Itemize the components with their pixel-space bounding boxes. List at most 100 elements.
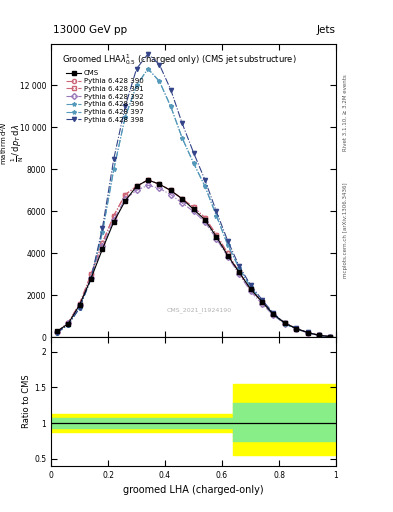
Pythia 6.428 390: [328, 333, 332, 339]
CMS: [237, 269, 241, 275]
Pythia 6.428 396: [169, 103, 173, 110]
Pythia 6.428 391: [248, 286, 253, 292]
Pythia 6.428 396: [305, 330, 310, 336]
Pythia 6.428 398: [271, 310, 276, 316]
Pythia 6.428 397: [169, 103, 173, 110]
Pythia 6.428 390: [145, 177, 150, 183]
Pythia 6.428 397: [145, 66, 150, 72]
Text: CMS_2021_I1924190: CMS_2021_I1924190: [167, 307, 232, 313]
Pythia 6.428 397: [248, 284, 253, 290]
Pythia 6.428 396: [259, 298, 264, 305]
Pythia 6.428 391: [145, 177, 150, 183]
Pythia 6.428 392: [214, 236, 219, 242]
Pythia 6.428 397: [77, 305, 82, 311]
Pythia 6.428 392: [180, 200, 184, 206]
Pythia 6.428 396: [317, 332, 321, 338]
Pythia 6.428 398: [248, 282, 253, 288]
Text: Rivet 3.1.10, ≥ 3.2M events: Rivet 3.1.10, ≥ 3.2M events: [343, 74, 347, 151]
Line: Pythia 6.428 396: Pythia 6.428 396: [55, 67, 332, 339]
Pythia 6.428 397: [191, 160, 196, 166]
Pythia 6.428 390: [112, 212, 116, 219]
Pythia 6.428 396: [226, 242, 230, 248]
Pythia 6.428 396: [180, 135, 184, 141]
Pythia 6.428 397: [54, 330, 59, 336]
Text: $\mathrm{mathrm\,d}^2N$: $\mathrm{mathrm\,d}^2N$: [0, 121, 9, 165]
Pythia 6.428 397: [123, 114, 127, 120]
CMS: [77, 302, 82, 308]
Pythia 6.428 390: [191, 204, 196, 210]
Pythia 6.428 396: [66, 322, 71, 328]
Pythia 6.428 390: [66, 319, 71, 326]
Pythia 6.428 390: [305, 329, 310, 335]
Pythia 6.428 397: [112, 166, 116, 173]
Pythia 6.428 390: [317, 332, 321, 338]
Pythia 6.428 396: [123, 114, 127, 120]
Pythia 6.428 392: [134, 187, 139, 194]
Pythia 6.428 398: [214, 208, 219, 215]
Pythia 6.428 396: [328, 334, 332, 340]
Line: Pythia 6.428 397: Pythia 6.428 397: [55, 67, 332, 339]
Pythia 6.428 391: [282, 320, 287, 326]
Pythia 6.428 391: [305, 329, 310, 335]
Pythia 6.428 391: [66, 319, 71, 326]
Pythia 6.428 390: [282, 320, 287, 326]
CMS: [328, 333, 332, 339]
CMS: [180, 196, 184, 202]
Pythia 6.428 397: [259, 298, 264, 305]
Pythia 6.428 390: [134, 183, 139, 189]
Pythia 6.428 390: [77, 301, 82, 307]
Pythia 6.428 392: [191, 208, 196, 215]
Pythia 6.428 390: [123, 191, 127, 198]
Pythia 6.428 396: [134, 82, 139, 89]
Y-axis label: Ratio to CMS: Ratio to CMS: [22, 375, 31, 429]
Pythia 6.428 397: [226, 242, 230, 248]
CMS: [214, 233, 219, 240]
Pythia 6.428 396: [203, 183, 208, 189]
Pythia 6.428 391: [191, 204, 196, 210]
Text: mcplots.cern.ch [arXiv:1306.3436]: mcplots.cern.ch [arXiv:1306.3436]: [343, 183, 347, 278]
Line: Pythia 6.428 390: Pythia 6.428 390: [55, 178, 332, 339]
Pythia 6.428 397: [157, 78, 162, 84]
Pythia 6.428 391: [100, 240, 105, 246]
CMS: [305, 329, 310, 335]
Pythia 6.428 396: [89, 275, 94, 282]
Pythia 6.428 391: [77, 301, 82, 307]
Pythia 6.428 392: [294, 326, 299, 332]
Pythia 6.428 398: [317, 332, 321, 338]
Pythia 6.428 398: [180, 120, 184, 126]
Pythia 6.428 391: [237, 269, 241, 275]
Pythia 6.428 392: [77, 302, 82, 308]
Pythia 6.428 391: [123, 191, 127, 198]
CMS: [145, 177, 150, 183]
Line: Pythia 6.428 398: Pythia 6.428 398: [55, 52, 332, 339]
CMS: [54, 328, 59, 334]
Pythia 6.428 391: [214, 231, 219, 238]
Pythia 6.428 398: [89, 275, 94, 282]
CMS: [100, 246, 105, 252]
Pythia 6.428 398: [226, 238, 230, 244]
Pythia 6.428 397: [66, 322, 71, 328]
Pythia 6.428 396: [271, 311, 276, 317]
Pythia 6.428 392: [226, 253, 230, 260]
CMS: [112, 219, 116, 225]
Pythia 6.428 391: [134, 183, 139, 189]
CMS: [226, 252, 230, 259]
CMS: [123, 198, 127, 204]
Pythia 6.428 392: [305, 330, 310, 336]
CMS: [294, 326, 299, 332]
Pythia 6.428 398: [145, 51, 150, 57]
Line: Pythia 6.428 392: Pythia 6.428 392: [55, 183, 332, 339]
CMS: [66, 321, 71, 327]
Pythia 6.428 392: [259, 301, 264, 307]
CMS: [282, 320, 287, 326]
Pythia 6.428 398: [134, 66, 139, 72]
Pythia 6.428 398: [259, 296, 264, 303]
Pythia 6.428 397: [89, 275, 94, 282]
Pythia 6.428 392: [282, 321, 287, 327]
Pythia 6.428 398: [294, 325, 299, 331]
Pythia 6.428 397: [180, 135, 184, 141]
Pythia 6.428 398: [305, 329, 310, 335]
Pythia 6.428 390: [237, 269, 241, 275]
Pythia 6.428 392: [169, 191, 173, 198]
Pythia 6.428 396: [157, 78, 162, 84]
